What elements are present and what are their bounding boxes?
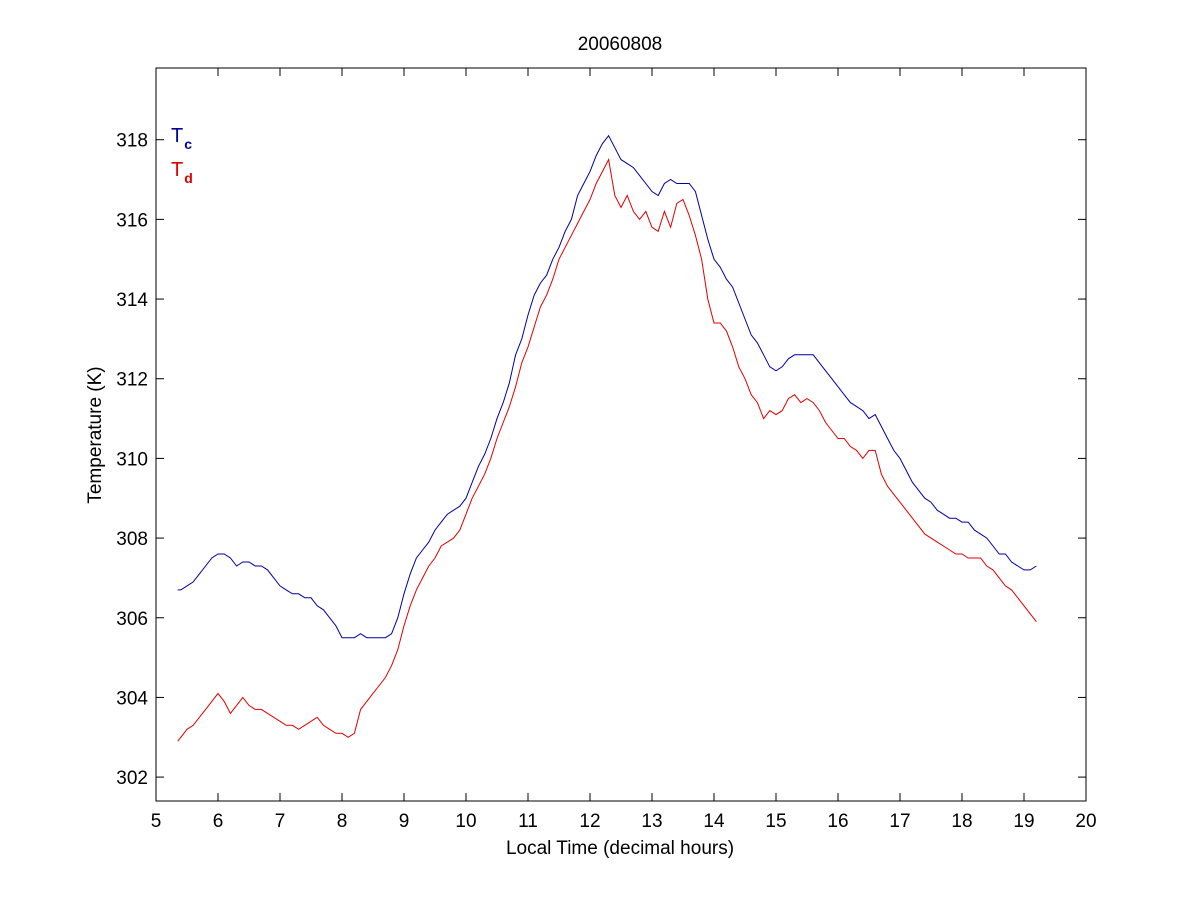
x-tick-label: 8	[337, 811, 348, 832]
x-axis-label: Local Time (decimal hours)	[506, 838, 734, 859]
x-tick-label: 18	[951, 811, 972, 832]
x-tick-label: 17	[889, 811, 910, 832]
y-axis-label: Temperature (K)	[85, 366, 106, 503]
y-tick-label: 318	[116, 131, 148, 152]
legend-subscript: d	[184, 170, 193, 186]
y-tick-label: 312	[116, 370, 148, 391]
x-tick-label: 11	[518, 811, 538, 832]
y-axis: 302 304 306 308 310 312 314 316 318	[116, 131, 1086, 789]
plot-area	[156, 68, 1086, 801]
legend-subscript: c	[184, 136, 192, 152]
y-tick-label: 304	[116, 688, 148, 709]
x-tick-label: 20	[1075, 811, 1096, 832]
legend-label: T	[171, 159, 183, 181]
x-tick-label: 5	[151, 811, 162, 832]
series-line-tc	[177, 134, 1037, 639]
x-tick-label: 19	[1013, 811, 1034, 832]
x-tick-label: 7	[275, 811, 286, 832]
x-tick-label: 15	[765, 811, 786, 832]
x-tick-label: 13	[641, 811, 662, 832]
x-axis: 5 6 7 8 9 10 11 12 13 14 15 16 17 18 19 20	[151, 68, 1097, 832]
series-lines	[177, 134, 1037, 742]
series-line-td	[177, 158, 1037, 742]
x-tick-label: 10	[455, 811, 476, 832]
y-tick-label: 310	[116, 449, 148, 470]
legend-entry-tc: Tc	[171, 125, 192, 152]
y-tick-label: 314	[116, 290, 148, 311]
x-tick-label: 6	[213, 811, 224, 832]
chart-title: 20060808	[578, 34, 663, 55]
x-tick-label: 9	[399, 811, 410, 832]
y-tick-label: 302	[116, 768, 148, 789]
x-tick-label: 16	[827, 811, 848, 832]
plot-frame	[155, 67, 1087, 802]
legend-entry-td: Td	[171, 159, 193, 186]
legend-label: T	[171, 125, 183, 147]
y-tick-label: 316	[116, 210, 148, 231]
x-tick-label: 12	[579, 811, 600, 832]
y-tick-label: 306	[116, 609, 148, 630]
x-tick-label: 14	[703, 811, 725, 832]
y-tick-label: 308	[116, 529, 148, 550]
